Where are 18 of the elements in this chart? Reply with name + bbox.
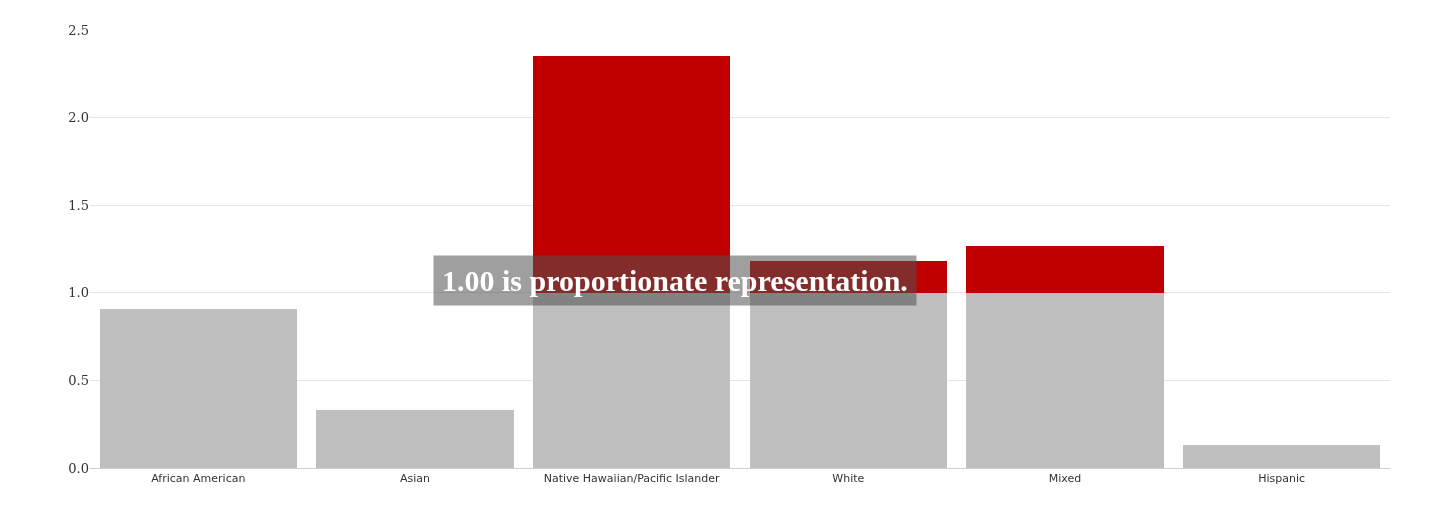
x-tick-label: African American xyxy=(151,472,246,486)
y-tick-label: 1.0 xyxy=(68,285,89,301)
y-tick-label: 1.5 xyxy=(68,197,89,213)
y-tick-label: 0.5 xyxy=(68,372,89,388)
bar xyxy=(316,410,514,468)
y-tick-label: 2.0 xyxy=(68,110,89,126)
bar xyxy=(966,292,1164,468)
x-tick-label: Hispanic xyxy=(1258,472,1306,486)
x-tick-label: Asian xyxy=(399,472,431,486)
x-tick-label: Mixed xyxy=(1048,472,1082,486)
y-tick-label: 0.0 xyxy=(68,460,89,476)
bar xyxy=(1183,445,1381,468)
annotation: 1.00 is proportionate representation. xyxy=(442,264,908,297)
y-tick-label: 2.5 xyxy=(68,22,89,38)
bar xyxy=(99,308,297,468)
bar xyxy=(966,245,1164,293)
x-tick-label: Native Hawaiian/Pacific Islander xyxy=(543,472,721,486)
x-tick-label: White xyxy=(832,472,865,486)
